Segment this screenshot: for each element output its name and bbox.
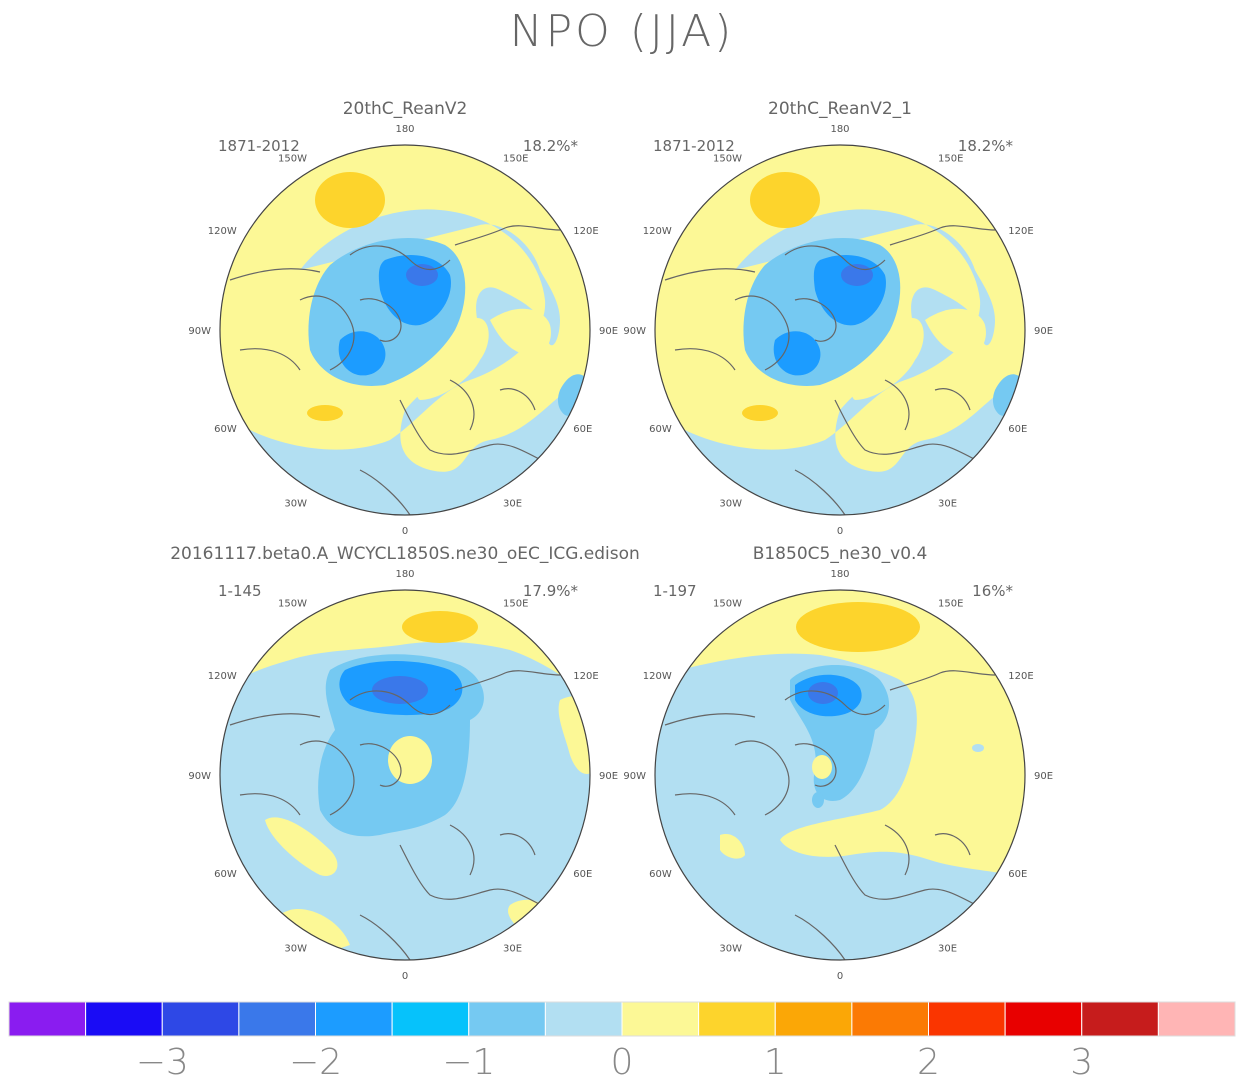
longitude-label: 90E bbox=[599, 326, 618, 337]
longitude-label: 30W bbox=[284, 943, 307, 954]
colorbar-swatch bbox=[1081, 1001, 1159, 1037]
panel-period: 1-145 bbox=[218, 582, 262, 600]
colorbar-swatch bbox=[161, 1001, 240, 1037]
longitude-label: 30E bbox=[938, 943, 957, 954]
longitude-label: 30E bbox=[503, 943, 522, 954]
panel-title: 20thC_ReanV2_1 bbox=[768, 99, 912, 119]
longitude-label: 60E bbox=[1008, 424, 1027, 435]
longitude-label: 120E bbox=[573, 226, 598, 237]
colorbar-tick-label: −2 bbox=[289, 1042, 342, 1082]
longitude-label: 0 bbox=[402, 971, 408, 982]
panel-variance: 17.9%* bbox=[523, 582, 579, 600]
longitude-label: 60W bbox=[649, 869, 672, 880]
longitude-label: 60E bbox=[1008, 869, 1027, 880]
longitude-labels: 180 0 150W 150E 120W 120E 90W 90E 60W 60E 30W 30E 18… bbox=[188, 124, 1053, 982]
anomaly-field bbox=[220, 590, 590, 960]
longitude-label: 30E bbox=[938, 498, 957, 509]
longitude-label: 180 bbox=[395, 124, 414, 135]
colorbar-swatch bbox=[851, 1001, 929, 1037]
colorbar-tick-label: −1 bbox=[442, 1042, 495, 1082]
map-panel-2: 20thC_ReanV2_1 1871-2012 18.2%* bbox=[653, 99, 1026, 516]
panel-title: 20161117.beta0.A_WCYCL1850S.ne30_oEC_ICG… bbox=[170, 544, 640, 564]
colorbar-swatch bbox=[774, 1001, 853, 1037]
longitude-label: 150W bbox=[278, 154, 307, 165]
longitude-label: 150E bbox=[938, 599, 963, 610]
colorbar-swatch bbox=[85, 1001, 163, 1037]
longitude-label: 120E bbox=[1008, 226, 1033, 237]
colorbar-swatch bbox=[698, 1001, 776, 1037]
colorbar-swatch bbox=[1004, 1001, 1083, 1037]
longitude-label: 90E bbox=[599, 771, 618, 782]
longitude-label: 30E bbox=[503, 498, 522, 509]
figure-title: NPO (JJA) bbox=[509, 6, 735, 57]
colorbar-labels: −3 −2 −1 0 1 2 3 bbox=[136, 1042, 1093, 1082]
panel-variance: 18.2%* bbox=[958, 137, 1014, 155]
panel-variance: 16%* bbox=[972, 582, 1013, 600]
longitude-label: 180 bbox=[830, 569, 849, 580]
longitude-label: 60E bbox=[573, 424, 592, 435]
colorbar-swatch bbox=[1157, 1001, 1236, 1037]
longitude-label: 0 bbox=[402, 526, 408, 537]
longitude-label: 150E bbox=[503, 154, 528, 165]
colorbar bbox=[8, 1001, 1236, 1037]
longitude-label: 180 bbox=[395, 569, 414, 580]
longitude-label: 150E bbox=[503, 599, 528, 610]
longitude-label: 150W bbox=[278, 599, 307, 610]
longitude-label: 180 bbox=[830, 124, 849, 135]
colorbar-swatch bbox=[391, 1001, 470, 1037]
longitude-label: 30W bbox=[284, 498, 307, 509]
longitude-label: 150W bbox=[713, 154, 742, 165]
longitude-label: 30W bbox=[719, 498, 742, 509]
colorbar-tick-label: 1 bbox=[764, 1042, 787, 1082]
longitude-label: 90E bbox=[1034, 326, 1053, 337]
map-panel-1: 20thC_ReanV2 1871-2012 18.2%* bbox=[218, 99, 591, 516]
longitude-label: 120W bbox=[208, 671, 237, 682]
longitude-label: 90W bbox=[188, 771, 211, 782]
longitude-label: 120E bbox=[573, 671, 598, 682]
colorbar-swatch bbox=[468, 1001, 546, 1037]
longitude-label: 90W bbox=[188, 326, 211, 337]
longitude-label: 150E bbox=[938, 154, 963, 165]
panel-period: 1-197 bbox=[653, 582, 697, 600]
longitude-label: 60E bbox=[573, 869, 592, 880]
longitude-label: 0 bbox=[837, 971, 843, 982]
longitude-label: 30W bbox=[719, 943, 742, 954]
longitude-label: 90E bbox=[1034, 771, 1053, 782]
colorbar-tick-label: 2 bbox=[917, 1042, 940, 1082]
panel-period: 1871-2012 bbox=[653, 137, 735, 155]
colorbar-tick-label: 0 bbox=[611, 1042, 634, 1082]
colorbar-swatch bbox=[238, 1001, 316, 1037]
longitude-label: 120W bbox=[208, 226, 237, 237]
longitude-label: 120W bbox=[643, 226, 672, 237]
longitude-label: 120W bbox=[643, 671, 672, 682]
panel-title: B1850C5_ne30_v0.4 bbox=[753, 544, 928, 564]
colorbar-swatch bbox=[928, 1001, 1006, 1037]
colorbar-tick-label: −3 bbox=[136, 1042, 189, 1082]
longitude-label: 150W bbox=[713, 599, 742, 610]
colorbar-outline bbox=[8, 1001, 1236, 1037]
longitude-label: 0 bbox=[837, 526, 843, 537]
longitude-label: 60W bbox=[214, 869, 237, 880]
longitude-label: 90W bbox=[623, 771, 646, 782]
panel-period: 1871-2012 bbox=[218, 137, 300, 155]
panel-title: 20thC_ReanV2 bbox=[343, 99, 468, 119]
longitude-label: 120E bbox=[1008, 671, 1033, 682]
anomaly-field bbox=[655, 145, 1025, 515]
anomaly-field bbox=[655, 590, 1025, 960]
longitude-label: 60W bbox=[214, 424, 237, 435]
colorbar-swatch bbox=[315, 1001, 393, 1037]
colorbar-swatch bbox=[621, 1001, 700, 1037]
map-panel-4: B1850C5_ne30_v0.4 1-197 16%* bbox=[653, 544, 1026, 961]
longitude-label: 90W bbox=[623, 326, 646, 337]
longitude-label: 60W bbox=[649, 424, 672, 435]
colorbar-swatch bbox=[544, 1001, 623, 1037]
panel-variance: 18.2%* bbox=[523, 137, 579, 155]
colorbar-swatch bbox=[8, 1001, 87, 1037]
colorbar-tick-label: 3 bbox=[1070, 1042, 1093, 1082]
anomaly-field bbox=[220, 145, 590, 515]
map-panel-3: 20161117.beta0.A_WCYCL1850S.ne30_oEC_ICG… bbox=[170, 544, 640, 961]
